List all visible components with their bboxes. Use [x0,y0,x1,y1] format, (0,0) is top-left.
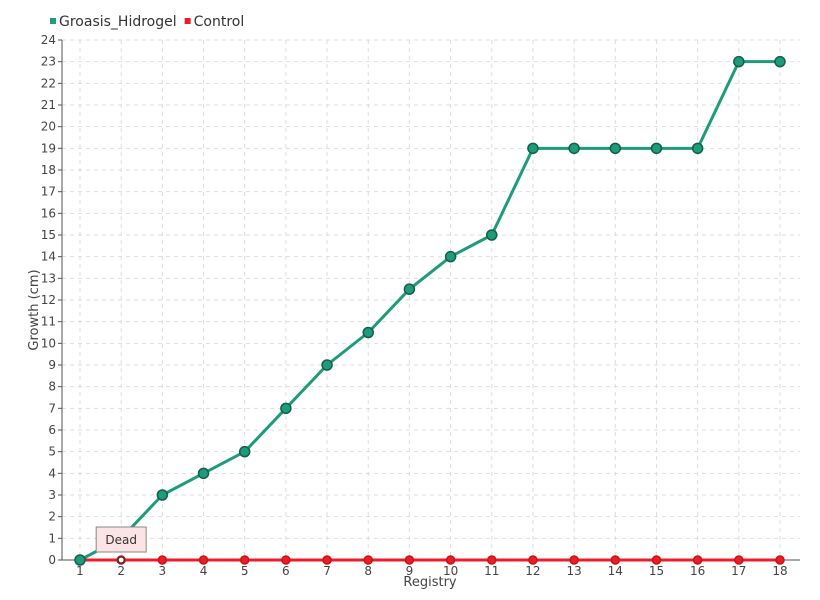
data-point-groasis-hidrogel[interactable] [74,554,86,566]
y-tick-label: 1 [48,531,56,545]
x-tick-label: 8 [364,564,372,578]
y-tick-label: 17 [41,185,56,199]
data-point-control[interactable] [610,555,621,565]
x-tick-label: 17 [731,564,746,578]
data-point-control[interactable] [692,555,703,565]
y-axis-title: Growth (cm) [27,269,42,350]
y-tick-label: 10 [41,336,56,350]
data-point-control[interactable] [404,555,415,565]
y-tick-label: 2 [48,510,56,524]
legend-swatch [184,18,191,24]
y-tick-label: 24 [41,33,56,47]
legend-item-groasis-hidrogel[interactable]: Groasis_Hidrogel [50,14,177,30]
data-point-groasis-hidrogel[interactable] [156,489,169,501]
series-lines [74,55,786,566]
data-point-groasis-hidrogel[interactable] [486,229,498,241]
x-tick-label: 14 [608,564,623,578]
x-tick-label: 5 [241,564,249,578]
y-tick-label: 14 [41,250,56,264]
y-tick-label: 22 [41,76,56,90]
x-tick-label: 12 [525,564,540,578]
data-point-control[interactable] [528,555,538,565]
data-point-control[interactable] [775,555,785,565]
annotation-marker [117,556,125,564]
series-groasis-hidrogel [74,55,786,566]
y-tick-label: 16 [41,206,56,220]
data-point-groasis-hidrogel[interactable] [527,142,539,155]
y-tick-label: 8 [48,380,56,394]
x-tick-label: 11 [484,564,499,578]
data-point-control[interactable] [445,555,456,565]
y-tick-label: 11 [41,315,56,329]
data-point-groasis-hidrogel[interactable] [444,250,457,263]
annotation-box [95,526,147,553]
y-tick-label: 4 [48,466,56,480]
y-tick-label: 19 [41,141,56,155]
x-tick-label: 3 [159,564,167,578]
grid [62,39,800,560]
data-point-groasis-hidrogel[interactable] [774,55,786,68]
data-point-groasis-hidrogel[interactable] [609,142,622,155]
data-point-control[interactable] [734,555,744,565]
data-point-groasis-hidrogel[interactable] [733,55,745,68]
x-tick-label: 13 [566,564,581,578]
data-point-groasis-hidrogel[interactable] [321,359,333,371]
data-point-control[interactable] [363,555,373,565]
data-point-control[interactable] [239,555,250,565]
x-tick-label: 1 [76,564,84,578]
data-point-control[interactable] [322,555,332,565]
y-tick-label: 3 [48,488,56,502]
y-tick-label: 15 [41,228,56,242]
legend-label: Groasis_Hidrogel [59,14,177,30]
legend-swatch [50,18,56,24]
data-point-control[interactable] [198,555,209,565]
x-tick-label: 7 [323,564,331,578]
annotation-label: Dead [105,533,137,547]
legend-item-control[interactable]: Control [184,14,245,30]
data-point-control[interactable] [651,555,662,565]
data-point-groasis-hidrogel[interactable] [650,142,663,155]
annotation-dead: Dead [95,526,147,564]
y-tick-label: 9 [48,358,56,372]
data-point-groasis-hidrogel[interactable] [403,283,416,295]
data-point-groasis-hidrogel[interactable] [362,326,374,339]
y-tick-label: 20 [41,120,56,134]
data-point-control[interactable] [281,555,291,565]
data-point-groasis-hidrogel[interactable] [238,445,251,458]
data-point-groasis-hidrogel[interactable] [280,402,292,415]
x-tick-label: 6 [282,564,290,578]
x-tick-label: 9 [406,564,414,578]
legend[interactable]: Groasis_Hidrogel Control [50,14,244,30]
series-control [75,555,785,565]
x-axis-title: Registry [403,575,457,590]
data-point-groasis-hidrogel[interactable] [568,142,580,155]
data-point-control[interactable] [487,555,497,565]
y-tick-label: 23 [41,55,56,69]
axes: 0123456789101112131415161718192021222324… [27,33,800,590]
x-tick-label: 18 [772,564,787,578]
x-tick-label: 15 [649,564,664,578]
series-line-groasis-hidrogel [79,60,780,562]
x-tick-label: 4 [200,564,208,578]
data-point-control[interactable] [157,555,168,565]
data-point-groasis-hidrogel[interactable] [197,467,210,480]
data-point-groasis-hidrogel[interactable] [691,142,704,155]
y-tick-label: 7 [48,401,56,415]
annotations: Dead [95,526,147,564]
x-tick-label: 10 [443,564,458,578]
y-tick-label: 12 [41,293,56,307]
y-tick-label: 18 [41,163,56,177]
y-tick-label: 6 [48,423,56,437]
x-tick-label: 16 [690,564,705,578]
legend-label: Control [194,14,245,30]
y-tick-label: 21 [41,98,56,112]
y-tick-label: 0 [48,553,56,567]
x-tick-label: 2 [117,564,125,578]
data-point-control[interactable] [569,555,579,565]
y-tick-label: 5 [48,445,56,459]
y-tick-label: 13 [41,271,56,285]
